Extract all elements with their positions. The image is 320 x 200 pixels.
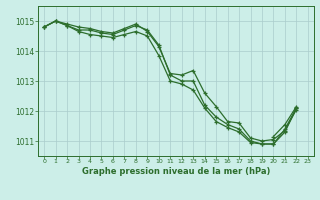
X-axis label: Graphe pression niveau de la mer (hPa): Graphe pression niveau de la mer (hPa) [82, 167, 270, 176]
